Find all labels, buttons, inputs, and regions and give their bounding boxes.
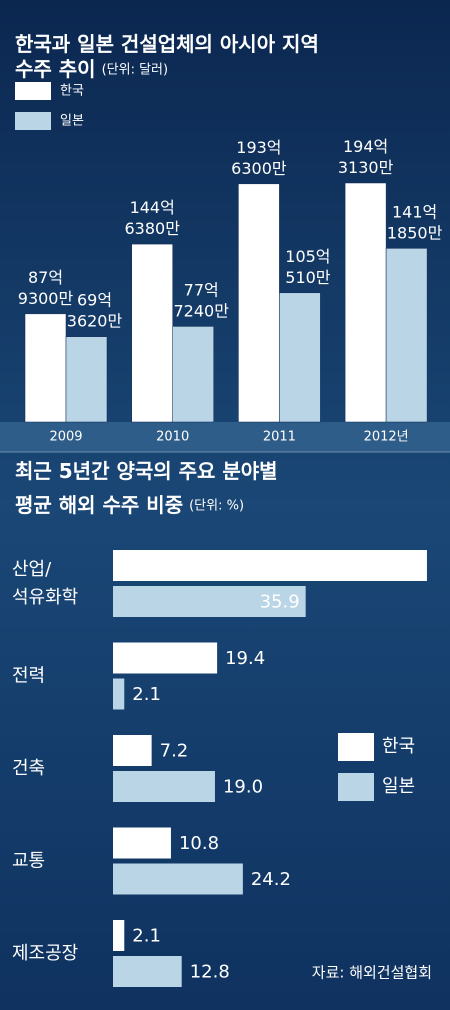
value-label: 2.1 (132, 926, 161, 947)
bar (113, 956, 182, 987)
chart-title: 최근 5년간 양국의 주요 분야별 평균 해외 수주 비중 (15, 459, 278, 517)
value-label: 77억 7240만 (173, 280, 229, 320)
legend-swatch (15, 82, 51, 100)
value-label: 105억 510만 (285, 246, 331, 286)
value-label: 19.4 (225, 648, 265, 669)
value-label: 194억 3130만 (338, 136, 394, 176)
legend-label: 일본 (382, 776, 415, 797)
source-note: 자료: 해외건설협회 (312, 964, 432, 982)
value-label: 141억 1850만 (387, 202, 443, 242)
value-label: 35.9 (260, 592, 300, 613)
legend-label: 한국 (60, 84, 84, 99)
bar (113, 920, 125, 951)
x-tick-label: 2010 (156, 430, 189, 445)
bar (385, 248, 428, 423)
bar (238, 183, 280, 423)
x-tick-label: 2012년 (364, 430, 409, 445)
x-tick-label: 2009 (49, 430, 82, 445)
bar (131, 243, 173, 423)
value-label: 10.8 (179, 833, 219, 854)
category-label: 교통 (12, 851, 45, 872)
value-label: 7.2 (160, 741, 189, 762)
bar (279, 292, 321, 423)
legend-label: 일본 (60, 114, 84, 129)
bar (113, 735, 152, 766)
x-tick-label: 2011 (263, 430, 296, 445)
value-label: 87억 9300만 (18, 267, 74, 307)
bar (344, 182, 387, 423)
value-label: 58.5 (381, 556, 421, 577)
legend-swatch (15, 112, 51, 130)
bar (113, 550, 427, 581)
value-label: 193억 6300만 (231, 137, 287, 177)
axis-band (0, 422, 450, 452)
legend-swatch (338, 733, 374, 761)
bar (113, 827, 171, 859)
value-label: 19.0 (223, 777, 263, 798)
category-label: 산업/석유화학 (12, 559, 78, 608)
bar (65, 336, 108, 423)
category-label: 제조공장 (12, 943, 78, 964)
bar (113, 771, 215, 802)
bar (24, 313, 67, 423)
bar (113, 863, 243, 895)
chart-title: 한국과 일본 건설업체의 아시아 지역 수주 추이 (15, 32, 319, 81)
bar (113, 586, 306, 617)
bar (113, 642, 218, 674)
category-label: 건축 (12, 758, 45, 779)
chart-subtitle: (단위: %) (189, 499, 244, 514)
value-label: 2.1 (132, 684, 161, 705)
value-label: 12.8 (190, 962, 230, 983)
bar (172, 326, 214, 423)
value-label: 69억 3620만 (67, 290, 123, 330)
value-label: 144억 6380만 (124, 198, 180, 238)
legend-swatch (338, 773, 374, 801)
chart-subtitle: (단위: 달러) (102, 63, 169, 78)
value-label: 24.2 (251, 869, 291, 890)
category-label: 전력 (12, 666, 45, 687)
legend-label: 한국 (382, 736, 415, 757)
bar (113, 678, 125, 710)
